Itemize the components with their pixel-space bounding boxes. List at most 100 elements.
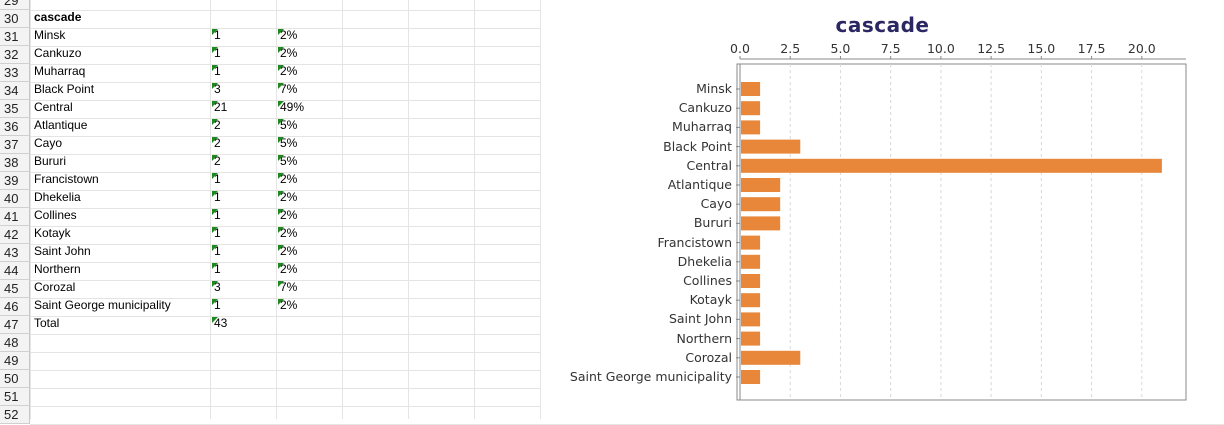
row-header[interactable]: 40 [0, 190, 30, 208]
cell-percent[interactable]: 2% [280, 226, 298, 240]
row-header[interactable]: 38 [0, 154, 30, 172]
y-category-label: Collines [683, 273, 732, 288]
number-as-text-indicator-icon [278, 119, 284, 125]
cell-category-name[interactable]: Bururi [34, 154, 67, 168]
row-header[interactable]: 30 [0, 10, 30, 28]
cell-count[interactable]: 21 [214, 100, 228, 114]
cell-total-label[interactable]: Total [34, 316, 60, 330]
cell-category-name[interactable]: Saint John [34, 244, 91, 258]
row-header[interactable]: 47 [0, 316, 30, 334]
row-header[interactable]: 31 [0, 28, 30, 46]
cell-count[interactable]: 3 [214, 82, 221, 96]
number-as-text-indicator-icon [212, 137, 218, 143]
cell-category-name[interactable]: Saint George municipality [34, 298, 171, 312]
cell-count[interactable]: 1 [214, 64, 221, 78]
y-category-label: Cankuzo [678, 100, 732, 116]
cell-category-name[interactable]: Central [34, 100, 73, 114]
bar [741, 274, 761, 288]
y-category-label: Saint John [668, 311, 732, 327]
y-category-label: Dhekelia [677, 253, 732, 269]
cell-category-name[interactable]: Cayo [34, 136, 63, 150]
cell-percent[interactable]: 2% [280, 64, 298, 78]
row-header[interactable]: 43 [0, 244, 30, 262]
cell-percent[interactable]: 7% [280, 280, 298, 294]
cell-percent[interactable]: 2% [280, 46, 298, 60]
cell-category-name[interactable]: Kotayk [34, 226, 71, 240]
cell-count[interactable]: 1 [214, 172, 221, 186]
grid-column-line [210, 0, 211, 419]
row-header[interactable]: 41 [0, 208, 30, 226]
cell-percent[interactable]: 5% [280, 118, 298, 132]
bar [741, 139, 801, 154]
row-header[interactable]: 50 [0, 370, 30, 388]
row-header[interactable]: 45 [0, 280, 30, 298]
bar [741, 82, 761, 96]
cell-category-name[interactable]: Corozal [34, 280, 76, 294]
grid-column-line [540, 0, 541, 419]
cell-count[interactable]: 1 [214, 298, 221, 312]
cell-count[interactable]: 1 [214, 262, 221, 276]
row-header[interactable]: 44 [0, 262, 30, 280]
row-header[interactable]: 34 [0, 82, 30, 100]
cell-percent[interactable]: 2% [280, 298, 298, 312]
row-header[interactable]: 36 [0, 118, 30, 136]
cell-count[interactable]: 1 [214, 190, 221, 204]
cell-count[interactable]: 1 [214, 46, 221, 60]
bar [741, 101, 761, 116]
cell-category-name[interactable]: Minsk [34, 28, 66, 42]
cell-category-name[interactable]: Atlantique [34, 118, 88, 132]
cell-count[interactable]: 3 [214, 280, 221, 294]
cell-category-name[interactable]: Dhekelia [34, 190, 81, 204]
row-header[interactable]: 49 [0, 352, 30, 370]
cell-count[interactable]: 2 [214, 136, 221, 150]
row-header[interactable]: 39 [0, 172, 30, 190]
cell-category-name[interactable]: Cankuzo [34, 46, 82, 60]
cell-category-name[interactable]: Black Point [34, 82, 95, 96]
cell-percent[interactable]: 5% [280, 136, 298, 150]
row-header[interactable]: 29 [0, 0, 30, 10]
cell-percent[interactable]: 2% [280, 190, 298, 204]
number-as-text-indicator-icon [212, 263, 218, 269]
row-header[interactable]: 46 [0, 298, 30, 316]
cell-percent[interactable]: 2% [280, 244, 298, 258]
row-header[interactable]: 32 [0, 46, 30, 64]
row-header[interactable]: 42 [0, 226, 30, 244]
number-as-text-indicator-icon [212, 281, 218, 287]
cell-count[interactable]: 1 [214, 226, 221, 240]
row-header[interactable]: 48 [0, 334, 30, 352]
x-tick-label: 5.0 [830, 41, 851, 56]
y-category-label: Bururi [693, 215, 732, 231]
number-as-text-indicator-icon [212, 209, 218, 215]
row-header[interactable]: 33 [0, 64, 30, 82]
number-as-text-indicator-icon [212, 83, 218, 89]
cell-percent[interactable]: 7% [280, 82, 298, 96]
bar [741, 350, 801, 365]
row-header[interactable]: 51 [0, 388, 30, 406]
chart-panel[interactable]: cascade 0.0 2.5 5.0 7.5 10.0 12.5 15.0 17.5 20.0… [541, 0, 1224, 419]
cell-total-value[interactable]: 43 [214, 316, 228, 330]
row-header[interactable]: 37 [0, 136, 30, 154]
cell-count[interactable]: 2 [214, 154, 221, 168]
row-header[interactable]: 52 [0, 406, 30, 424]
cell-category-name[interactable]: Francistown [34, 172, 99, 186]
cell-count[interactable]: 1 [214, 208, 221, 222]
cell-category-name[interactable]: Collines [34, 208, 77, 222]
cell-count[interactable]: 1 [214, 244, 221, 258]
cell-count[interactable]: 2 [214, 118, 221, 132]
cell-percent[interactable]: 2% [280, 28, 298, 42]
cell-percent[interactable]: 2% [280, 208, 298, 222]
cell-header-cascade[interactable]: cascade [34, 10, 82, 24]
number-as-text-indicator-icon [278, 245, 284, 251]
cell-percent[interactable]: 2% [280, 172, 298, 186]
number-as-text-indicator-icon [278, 173, 284, 179]
y-category-label: Francistown [657, 234, 732, 250]
bar [741, 312, 761, 327]
cell-count[interactable]: 1 [214, 28, 221, 42]
cell-percent[interactable]: 49% [280, 100, 305, 114]
cell-percent[interactable]: 2% [280, 262, 298, 276]
number-as-text-indicator-icon [212, 101, 218, 107]
cell-category-name[interactable]: Northern [34, 262, 81, 276]
row-header[interactable]: 35 [0, 100, 30, 118]
cell-category-name[interactable]: Muharraq [34, 64, 86, 78]
cell-percent[interactable]: 5% [280, 154, 298, 168]
